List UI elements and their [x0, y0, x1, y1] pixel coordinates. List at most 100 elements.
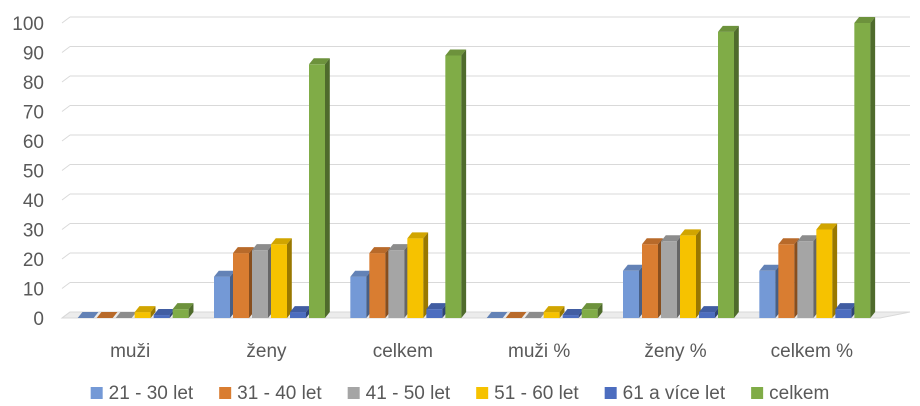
bar-top: [797, 235, 819, 242]
bar: [524, 312, 546, 318]
bar-front: [309, 64, 325, 318]
bar: [350, 270, 372, 318]
bar-front: [699, 312, 715, 318]
y-axis: 0 10 20 30 40 50 60 70 80 90 100: [12, 14, 44, 330]
legend-swatch: [751, 387, 764, 399]
bar-top: [290, 306, 311, 313]
bar-front: [854, 23, 871, 318]
legend-label: 21 - 30 let: [109, 383, 194, 404]
legend-item: 21 - 30 let: [90, 383, 194, 404]
bar-front: [290, 312, 306, 318]
y-tick-label: 10: [23, 280, 44, 301]
legend-swatch: [476, 387, 489, 399]
legend-item: celkem: [751, 383, 829, 404]
legend-swatch: [90, 387, 103, 399]
bar-front: [214, 276, 230, 318]
bar: [407, 232, 429, 318]
bar-front: [581, 309, 598, 318]
bar-front: [759, 270, 776, 318]
bar-top: [759, 264, 781, 271]
bar-top: [96, 312, 118, 318]
y-tick-label: 50: [23, 162, 44, 183]
bar: [233, 247, 254, 318]
bar-top: [252, 244, 273, 251]
legend-item: 51 - 60 let: [476, 383, 579, 404]
legend-item: 31 - 40 let: [219, 383, 322, 404]
legend-label: 41 - 50 let: [366, 383, 451, 404]
bar-side: [832, 223, 838, 318]
bar-top: [214, 270, 235, 277]
bar-front: [661, 241, 677, 318]
bar-side: [423, 232, 429, 318]
bar-top: [115, 312, 137, 318]
legend-label: 51 - 60 let: [494, 383, 579, 404]
bar-top: [642, 238, 663, 245]
bar-top: [445, 49, 467, 56]
bar-front: [778, 244, 795, 318]
bar-top: [835, 303, 857, 310]
bar-top: [426, 303, 448, 310]
y-tick-label: 100: [12, 14, 44, 35]
legend-swatch: [219, 387, 232, 399]
gridline-diag: [61, 164, 71, 171]
x-category-label: muži: [110, 341, 150, 362]
bar-top: [778, 238, 800, 245]
bar: [172, 303, 194, 318]
bar-top: [562, 309, 584, 316]
bar-front: [718, 31, 734, 318]
y-tick-label: 70: [23, 103, 44, 124]
bar: [214, 270, 235, 318]
bar-top: [407, 232, 429, 239]
bar-front: [172, 309, 189, 318]
bar-top: [699, 306, 720, 313]
bar-top: [623, 264, 644, 271]
bar-top: [543, 306, 565, 313]
y-tick-label: 80: [23, 73, 44, 94]
bar-side: [559, 306, 565, 318]
bar: [271, 238, 292, 318]
gridline-diag: [61, 252, 71, 260]
x-category-label: celkem %: [771, 341, 853, 362]
bar: [252, 244, 273, 318]
legend: 21 - 30 let 31 - 40 let 41 - 50 let 51 - 60…: [90, 383, 829, 404]
gridline-diag: [61, 75, 71, 83]
gridline-diag: [61, 282, 71, 289]
gridline-diag: [61, 105, 71, 112]
bar-front: [835, 309, 852, 318]
bar-front: [407, 238, 424, 318]
y-tick-label: 20: [23, 250, 44, 271]
x-axis: muži ženy celkem muži % ženy % celkem %: [110, 341, 853, 362]
bar: [623, 264, 644, 318]
bar: [486, 312, 508, 318]
legend-label: celkem: [769, 383, 829, 404]
bar: [642, 238, 663, 318]
bar-front: [543, 312, 560, 318]
bar-front: [426, 309, 443, 318]
bar: [816, 223, 838, 318]
bar-side: [696, 229, 701, 318]
bar-front: [816, 229, 833, 318]
bar-top: [271, 238, 292, 245]
bar-side: [461, 49, 467, 318]
bar: [718, 25, 739, 318]
bar-front: [153, 315, 170, 318]
gridline-diag: [61, 311, 71, 319]
bar-top: [77, 312, 99, 318]
bar-front: [350, 276, 367, 318]
gridline-diag: [61, 134, 71, 142]
bar: [369, 247, 391, 318]
bar-front: [797, 241, 814, 318]
gridline-diag: [61, 223, 71, 230]
bar-front: [252, 250, 268, 318]
bar-front: [369, 253, 386, 318]
bar-front: [642, 244, 658, 318]
bar-front: [271, 244, 287, 318]
bar-top: [661, 235, 682, 242]
x-category-label: ženy %: [644, 341, 706, 362]
bar: [778, 238, 800, 318]
bar-top: [718, 25, 739, 32]
bar-top: [524, 312, 546, 318]
bar: [797, 235, 819, 318]
